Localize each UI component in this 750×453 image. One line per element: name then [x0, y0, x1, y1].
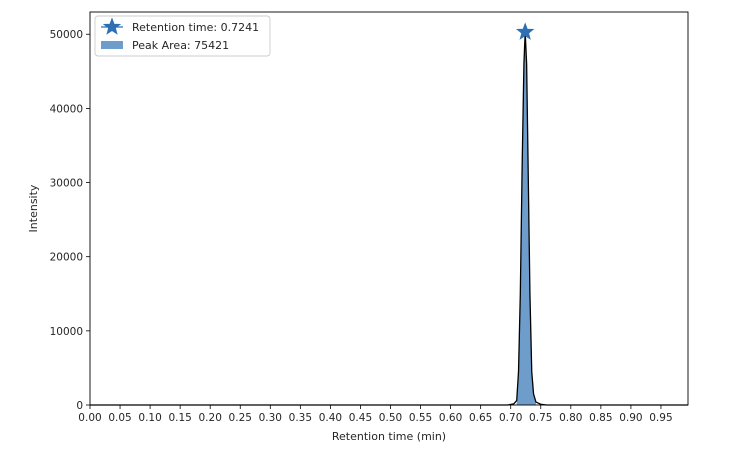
peak-area-fill [516, 32, 536, 406]
x-tick-label: 0.75 [529, 412, 552, 424]
x-tick-label: 0.80 [559, 412, 582, 424]
legend-star-icon [102, 17, 122, 35]
plot-area [90, 22, 688, 406]
x-tick-label: 0.85 [589, 412, 612, 424]
x-tick-label: 0.35 [289, 412, 312, 424]
x-tick-label: 0.15 [168, 412, 191, 424]
y-tick-label: 30000 [50, 178, 83, 190]
x-tick-label: 0.05 [108, 412, 131, 424]
y-tick-label: 20000 [50, 252, 83, 264]
peak-star-marker [516, 22, 535, 40]
plot-frame [89, 11, 689, 406]
x-tick-label: 0.50 [379, 412, 402, 424]
x-tick-label: 0.65 [469, 412, 492, 424]
x-tick-label: 0.20 [199, 412, 222, 424]
axes: 0.00 0.05 0.10 0.15 0.20 0.25 0.30 0.35 0.40 0.45… [50, 11, 689, 424]
legend-box [94, 15, 271, 57]
legend-label-retention: Retention time: 0.7241 [132, 21, 259, 34]
x-tick-label: 0.25 [229, 412, 252, 424]
x-tick-label: 0.40 [319, 412, 342, 424]
x-tick-label: 0.30 [259, 412, 282, 424]
legend: Retention time: 0.7241 Peak Area: 75421 [94, 15, 271, 57]
y-tick-label: 50000 [50, 29, 83, 41]
y-axis-label: Intensity [27, 184, 40, 232]
chromatogram-line [90, 31, 688, 406]
x-tick-label: 0.95 [649, 412, 672, 424]
y-tick-label: 0 [76, 400, 83, 412]
x-tick-label: 0.00 [78, 412, 101, 424]
x-tick-label: 0.10 [138, 412, 161, 424]
x-tick-label: 0.70 [499, 412, 522, 424]
y-tick-label: 40000 [50, 103, 83, 115]
x-axis-label: Retention time (min) [332, 430, 446, 443]
legend-patch-icon [101, 41, 123, 49]
x-tick-label: 0.60 [439, 412, 462, 424]
x-tick-label: 0.45 [349, 412, 372, 424]
legend-label-area: Peak Area: 75421 [132, 39, 229, 52]
x-tick-label: 0.55 [409, 412, 432, 424]
x-tick-label: 0.90 [619, 412, 642, 424]
y-tick-label: 10000 [50, 326, 83, 338]
